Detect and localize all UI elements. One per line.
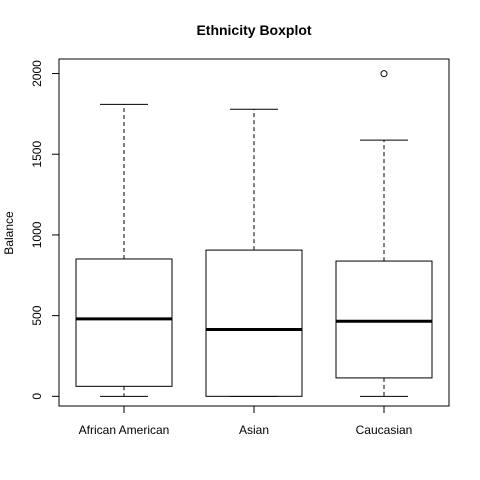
iqr-box bbox=[75, 258, 173, 387]
outlier-point bbox=[380, 70, 388, 78]
x-axis: African American Asian Caucasian bbox=[79, 405, 413, 437]
chart-title: Ethnicity Boxplot bbox=[196, 22, 311, 38]
y-tick-label: 1000 bbox=[30, 221, 44, 248]
y-tick-label: 0 bbox=[30, 393, 44, 400]
y-tick-label: 500 bbox=[30, 305, 44, 325]
box-african-american bbox=[75, 103, 173, 397]
y-tick-label: 2000 bbox=[30, 60, 44, 87]
box-caucasian bbox=[335, 70, 433, 397]
y-axis: 0 500 1000 1500 2000 bbox=[30, 60, 60, 400]
x-tick-label: Caucasian bbox=[356, 423, 413, 437]
boxes-group bbox=[75, 70, 433, 397]
x-tick-label: African American bbox=[79, 423, 170, 437]
y-axis-label: Balance bbox=[2, 211, 16, 255]
iqr-box bbox=[205, 249, 303, 397]
y-tick-label: 1500 bbox=[30, 141, 44, 168]
iqr-box bbox=[335, 260, 433, 379]
x-tick-label: Asian bbox=[239, 423, 269, 437]
box-asian bbox=[205, 108, 303, 397]
